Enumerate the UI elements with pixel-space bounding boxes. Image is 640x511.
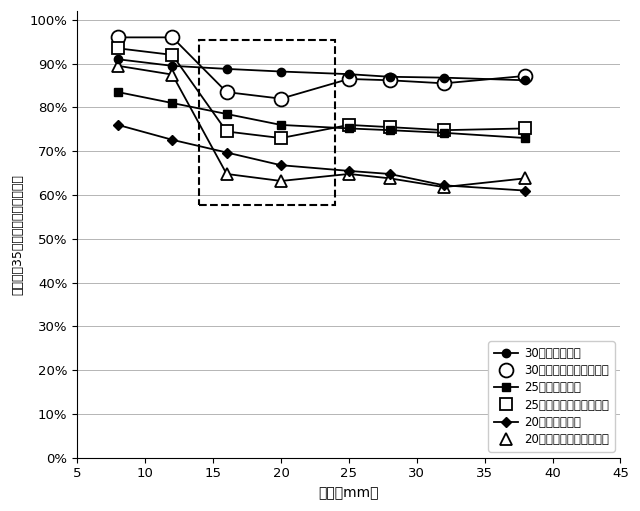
30度の断面積比: [345, 71, 353, 77]
20度のサイクルタイム比: [114, 63, 122, 69]
20度のサイクルタイム比: [345, 171, 353, 177]
25度の断面積比: [168, 100, 176, 106]
20度の断面積比: [168, 137, 176, 143]
25度の断面積比: [386, 127, 394, 133]
20度の断面積比: [522, 188, 529, 194]
30度のサイクルタイム比: [440, 80, 448, 86]
30度の断面積比: [522, 77, 529, 83]
25度のサイクルタイム比: [522, 125, 529, 131]
25度の断面積比: [522, 135, 529, 141]
25度の断面積比: [114, 89, 122, 95]
30度のサイクルタイム比: [223, 89, 230, 95]
30度のサイクルタイム比: [114, 34, 122, 40]
25度の断面積比: [345, 125, 353, 131]
Line: 30度のサイクルタイム比: 30度のサイクルタイム比: [111, 31, 532, 106]
Bar: [200, 40, 335, 204]
30度の断面積比: [168, 63, 176, 69]
Line: 25度の断面積比: 25度の断面積比: [114, 88, 529, 142]
25度の断面積比: [223, 111, 230, 117]
30度のサイクルタイム比: [277, 96, 285, 102]
20度のサイクルタイム比: [223, 171, 230, 177]
20度のサイクルタイム比: [386, 175, 394, 181]
25度のサイクルタイム比: [168, 52, 176, 58]
20度の断面積比: [440, 182, 448, 189]
25度のサイクルタイム比: [223, 128, 230, 134]
X-axis label: 板厘（mm）: 板厘（mm）: [319, 486, 379, 500]
Line: 25度のサイクルタイム比: 25度のサイクルタイム比: [113, 43, 531, 144]
30度のサイクルタイム比: [522, 73, 529, 79]
25度の断面積比: [277, 122, 285, 128]
Line: 20度の断面積比: 20度の断面積比: [115, 122, 529, 194]
Y-axis label: 開先角度35度に対する比率（％）: 開先角度35度に対する比率（％）: [11, 174, 24, 295]
30度のサイクルタイム比: [386, 77, 394, 83]
20度の断面積比: [223, 149, 230, 155]
30度の断面積比: [114, 56, 122, 62]
25度のサイクルタイム比: [277, 135, 285, 141]
30度の断面積比: [223, 66, 230, 72]
20度の断面積比: [114, 122, 122, 128]
25度のサイクルタイム比: [440, 127, 448, 133]
Line: 20度のサイクルタイム比: 20度のサイクルタイム比: [113, 60, 531, 193]
20度の断面積比: [277, 162, 285, 168]
30度の断面積比: [440, 75, 448, 81]
30度の断面積比: [386, 74, 394, 80]
25度の断面積比: [440, 130, 448, 136]
20度の断面積比: [386, 171, 394, 177]
Legend: 30度の断面積比, 30度のサイクルタイム比, 25度の断面積比, 25度のサイクルタイム比, 20度の断面積比, 20度のサイクルタイム比: 30度の断面積比, 30度のサイクルタイム比, 25度の断面積比, 25度のサイ…: [488, 341, 614, 452]
25度のサイクルタイム比: [345, 122, 353, 128]
20度のサイクルタイム比: [522, 175, 529, 181]
20度のサイクルタイム比: [168, 72, 176, 78]
30度のサイクルタイム比: [345, 76, 353, 82]
30度の断面積比: [277, 68, 285, 75]
30度のサイクルタイム比: [168, 34, 176, 40]
20度のサイクルタイム比: [277, 178, 285, 184]
20度のサイクルタイム比: [440, 184, 448, 190]
25度のサイクルタイム比: [386, 124, 394, 130]
20度の断面積比: [345, 168, 353, 174]
25度のサイクルタイム比: [114, 45, 122, 52]
Line: 30度の断面積比: 30度の断面積比: [114, 55, 529, 84]
